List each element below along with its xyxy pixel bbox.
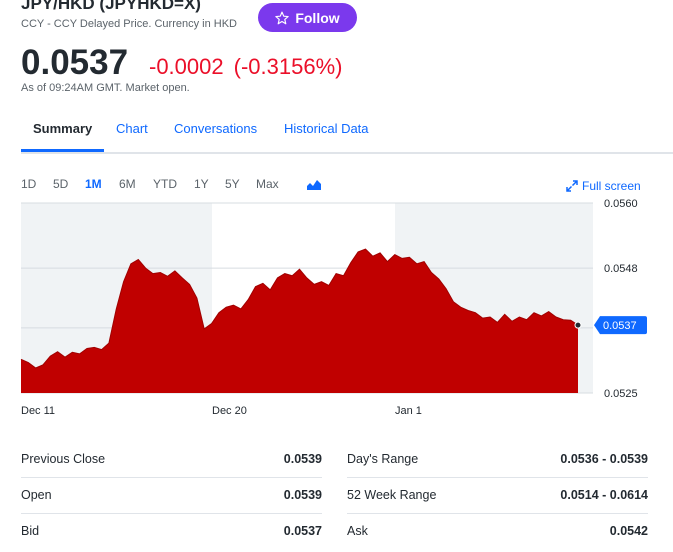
tab-summary[interactable]: Summary [33, 121, 93, 136]
full-screen-button[interactable]: Full screen [566, 179, 641, 193]
y-tick-label: 0.0560 [604, 198, 638, 210]
stat-open: Open 0.0539 [21, 477, 322, 514]
range-1y[interactable]: 1Y [194, 177, 209, 191]
star-icon [275, 11, 290, 24]
stat-value: 0.0542 [609, 524, 648, 538]
stat-value: 0.0536 - 0.0539 [560, 452, 648, 466]
stat-value: 0.0537 [283, 524, 322, 538]
stat-days-range: Day's Range 0.0536 - 0.0539 [347, 441, 648, 478]
price-chart[interactable]: 0.0560 0.0548 0.0525 Dec 11 Dec 20 Jan 1 0.0… [0, 195, 673, 420]
tab-historical-data[interactable]: Historical Data [284, 121, 369, 136]
current-price-tag: 0.0537 [594, 316, 647, 335]
last-price-marker [574, 321, 582, 329]
range-ytd[interactable]: YTD [153, 177, 177, 191]
stat-value: 0.0539 [283, 488, 322, 502]
active-tab-indicator [21, 149, 104, 152]
stat-bid: Bid 0.0537 [21, 513, 322, 549]
quote-tabs: Summary Chart Conversations Historical D… [21, 116, 673, 154]
follow-label: Follow [295, 9, 340, 26]
current-price: 0.0537 [21, 43, 129, 82]
stat-52-week-range: 52 Week Range 0.0514 - 0.0614 [347, 477, 648, 514]
stat-label: Ask [347, 524, 368, 538]
stat-value: 0.0539 [283, 452, 322, 466]
price-change: -0.0002 (-0.3156%) [149, 54, 342, 80]
stat-previous-close: Previous Close 0.0539 [21, 441, 322, 478]
y-tick-label: 0.0525 [604, 388, 638, 400]
full-screen-label: Full screen [582, 179, 641, 193]
tab-conversations[interactable]: Conversations [174, 121, 258, 136]
range-5d[interactable]: 5D [53, 177, 69, 191]
expand-icon [566, 180, 578, 192]
stat-ask: Ask 0.0542 [347, 513, 648, 549]
chart-type-mountain-icon[interactable] [307, 178, 321, 190]
ticker-subtitle: CCY - CCY Delayed Price. Currency in HKD [21, 18, 237, 30]
range-1d[interactable]: 1D [21, 177, 37, 191]
price-line [20, 248, 579, 369]
current-price-tag-label: 0.0537 [603, 320, 637, 332]
x-tick-label: Jan 1 [395, 405, 422, 417]
stat-value: 0.0514 - 0.0614 [560, 488, 648, 502]
range-6m[interactable]: 6M [119, 177, 136, 191]
stat-label: 52 Week Range [347, 488, 437, 502]
x-tick-label: Dec 11 [21, 405, 55, 417]
stat-label: Previous Close [21, 452, 106, 466]
range-max[interactable]: Max [256, 177, 279, 191]
range-1m[interactable]: 1M [85, 177, 102, 191]
tab-chart[interactable]: Chart [116, 121, 148, 136]
change-value: -0.0002 [149, 54, 224, 79]
y-tick-label: 0.0548 [604, 263, 638, 275]
stat-label: Day's Range [347, 452, 419, 466]
price-area [21, 249, 578, 393]
x-tick-label: Dec 20 [212, 405, 247, 417]
range-5y[interactable]: 5Y [225, 177, 240, 191]
change-percent: (-0.3156%) [233, 54, 343, 79]
market-status: As of 09:24AM GMT. Market open. [21, 82, 190, 94]
stat-label: Bid [21, 524, 40, 538]
follow-button[interactable]: Follow [258, 3, 357, 32]
ticker-title: JPY/HKD (JPYHKD=X) [21, 0, 201, 13]
stat-label: Open [21, 488, 52, 502]
